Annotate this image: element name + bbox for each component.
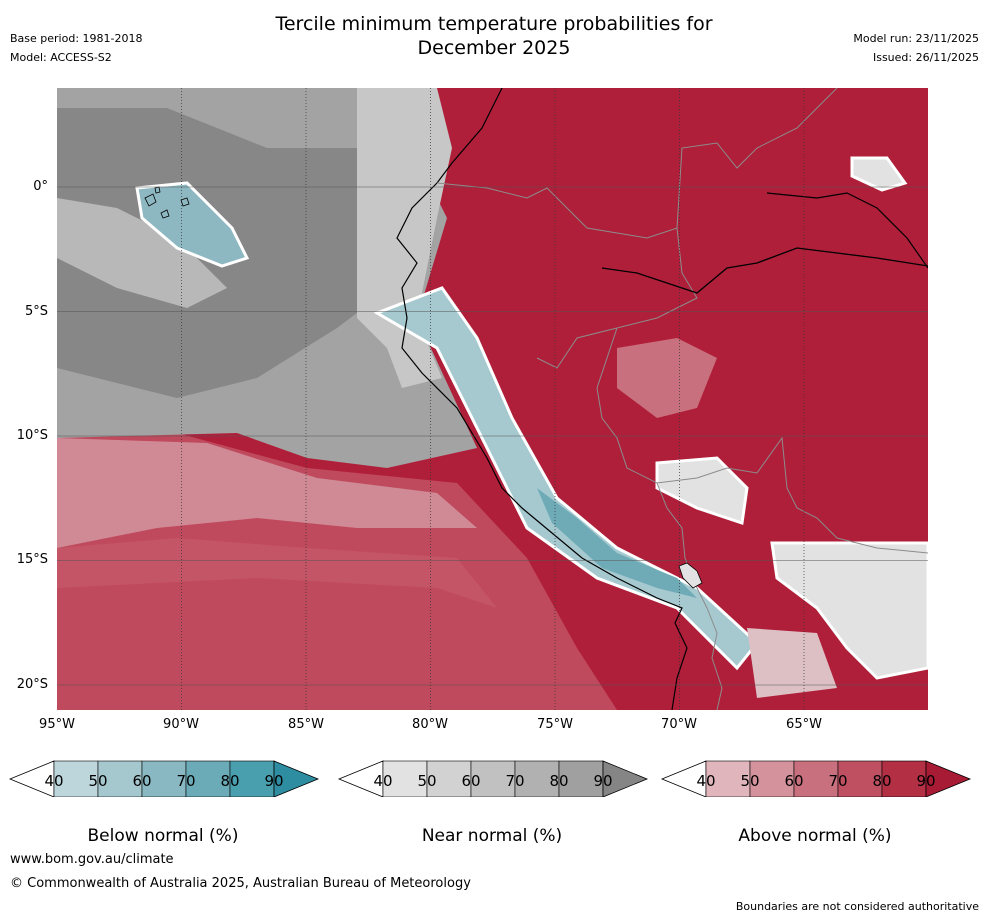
lon-label-90w: 90°W <box>163 717 199 732</box>
base-period: Base period: 1981-2018 <box>10 32 143 45</box>
disclaimer: Boundaries are not considered authoritat… <box>735 900 979 913</box>
colorbar-segment <box>185 760 231 797</box>
lat-label-20s: 20°S <box>16 677 48 692</box>
near-normal-label: Near normal (%) <box>421 826 563 846</box>
cb-above-tick: 90 <box>916 772 936 790</box>
colorbar-segment <box>141 760 187 797</box>
lat-label-15s: 15°S <box>16 552 48 567</box>
probability-map[interactable] <box>57 88 928 710</box>
colorbar-segment <box>558 760 604 797</box>
lat-label-5s: 5°S <box>24 304 48 319</box>
cb-above-tick: 60 <box>784 772 804 790</box>
title-line-2: December 2025 <box>417 37 571 59</box>
border-colombia-venezuela <box>676 88 838 229</box>
cb-below-tick: 50 <box>88 772 108 790</box>
colorbar-above-normal <box>660 760 972 797</box>
colorbar-segment <box>426 760 472 797</box>
cb-above-tick: 70 <box>828 772 848 790</box>
lon-label-85w: 85°W <box>288 717 324 732</box>
colorbar-segment <box>705 760 751 797</box>
colorbar-segment <box>382 760 428 797</box>
coastline <box>396 88 688 710</box>
near-normal-north <box>850 156 908 192</box>
issued-date: Issued: 26/11/2025 <box>872 51 979 64</box>
galapagos-islands <box>144 186 190 219</box>
colorbar-below-normal <box>8 760 320 797</box>
colorbar-segment <box>837 760 883 797</box>
above-normal-inland-60-70 <box>617 338 717 418</box>
lake-titicaca <box>678 562 703 589</box>
cb-near-tick: 70 <box>505 772 525 790</box>
colorbar-near-normal <box>337 760 649 797</box>
border-bolivia-chile <box>656 482 723 710</box>
above-normal-50-60 <box>57 438 477 548</box>
lon-label-65w: 65°W <box>786 717 822 732</box>
colorbar-extend-high <box>602 760 649 797</box>
colorbar-extend-high <box>273 760 320 797</box>
below-normal-label: Below normal (%) <box>87 826 239 846</box>
cb-below-tick: 40 <box>44 772 64 790</box>
colorbar-segment <box>881 760 927 797</box>
colorbar-segment <box>53 760 99 797</box>
colorbar-segment <box>749 760 795 797</box>
cb-below-tick: 80 <box>220 772 240 790</box>
above-normal-label: Above normal (%) <box>738 826 892 846</box>
lon-label-75w: 75°W <box>537 717 573 732</box>
rio-negro <box>766 192 928 269</box>
cb-near-tick: 60 <box>461 772 481 790</box>
colorbar-extend-high <box>925 760 972 797</box>
above-normal-40-50 <box>747 628 837 698</box>
model-name: Model: ACCESS-S2 <box>10 51 112 64</box>
amazon-river <box>601 247 928 294</box>
cb-near-tick: 40 <box>373 772 393 790</box>
above-normal-70-80 <box>57 538 497 608</box>
copyright: © Commonwealth of Australia 2025, Austra… <box>10 876 471 891</box>
cb-near-tick: 90 <box>593 772 613 790</box>
cb-below-tick: 60 <box>132 772 152 790</box>
lon-label-70w: 70°W <box>661 717 697 732</box>
map-title: Tercile minimum temperature probabilitie… <box>0 12 988 60</box>
colorbars <box>8 760 972 797</box>
near-normal-southeast <box>770 541 928 680</box>
cb-above-tick: 50 <box>740 772 760 790</box>
cb-near-tick: 50 <box>417 772 437 790</box>
near-normal-70-80-galapagos <box>57 198 227 308</box>
cb-near-tick: 80 <box>549 772 569 790</box>
lon-label-80w: 80°W <box>412 717 448 732</box>
lat-label-0: 0° <box>33 179 48 194</box>
cb-below-tick: 70 <box>176 772 196 790</box>
latitude-lines <box>57 186 928 686</box>
below-normal-70-80 <box>537 488 697 598</box>
near-normal-inland <box>655 456 749 525</box>
title-line-1: Tercile minimum temperature probabilitie… <box>275 13 713 35</box>
colorbar-segment <box>229 760 275 797</box>
lat-label-10s: 10°S <box>16 428 48 443</box>
lon-label-95w: 95°W <box>39 717 75 732</box>
border-ecuador-peru-colombia <box>436 182 698 369</box>
cb-above-tick: 40 <box>696 772 716 790</box>
website-link[interactable]: www.bom.gov.au/climate <box>10 852 174 867</box>
colorbar-segment <box>793 760 839 797</box>
model-run: Model run: 23/11/2025 <box>853 32 979 45</box>
cb-above-tick: 80 <box>872 772 892 790</box>
below-normal-galapagos <box>135 181 250 268</box>
cb-below-tick: 90 <box>264 772 284 790</box>
colorbar-segment <box>97 760 143 797</box>
border-peru-brazil-bolivia <box>596 327 928 554</box>
